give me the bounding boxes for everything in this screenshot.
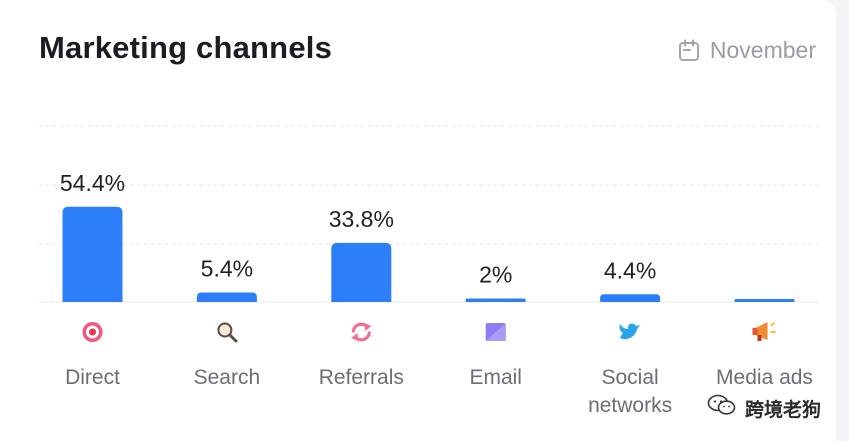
- bar-0[interactable]: [62, 206, 123, 302]
- twitter-icon: [619, 323, 641, 340]
- bar-2[interactable]: [331, 242, 392, 302]
- watermark: 跨境老狗: [707, 393, 821, 423]
- period-label: November: [709, 37, 816, 63]
- data-label-0: 54.4%: [60, 170, 125, 196]
- bar-1[interactable]: [196, 292, 257, 302]
- category-label-1: Search: [194, 366, 261, 389]
- watermark-text: 跨境老狗: [744, 399, 821, 421]
- bar-5[interactable]: [734, 299, 795, 302]
- wechat-icon: [707, 393, 737, 423]
- search-icon: [217, 322, 238, 343]
- target-icon: [82, 322, 103, 342]
- period-selector[interactable]: November: [678, 37, 816, 64]
- category-label-0: Direct: [65, 366, 120, 389]
- data-label-4: 4.4%: [604, 257, 656, 283]
- category-label-2: Referrals: [319, 366, 404, 389]
- data-label-2: 33.8%: [329, 206, 394, 232]
- data-label-1: 5.4%: [201, 256, 253, 282]
- calendar-icon: [678, 39, 700, 63]
- card-title: Marketing channels: [39, 30, 333, 65]
- category-label-3: Email: [469, 366, 522, 389]
- category-label-5: Media ads: [716, 366, 813, 389]
- bar-4[interactable]: [600, 294, 661, 302]
- refresh-icon: [351, 322, 372, 342]
- email-icon: [485, 323, 506, 341]
- category-label-4: Social networks: [588, 366, 672, 417]
- megaphone-icon: [752, 322, 776, 341]
- bar-3[interactable]: [465, 298, 526, 303]
- data-label-3: 2%: [479, 262, 512, 288]
